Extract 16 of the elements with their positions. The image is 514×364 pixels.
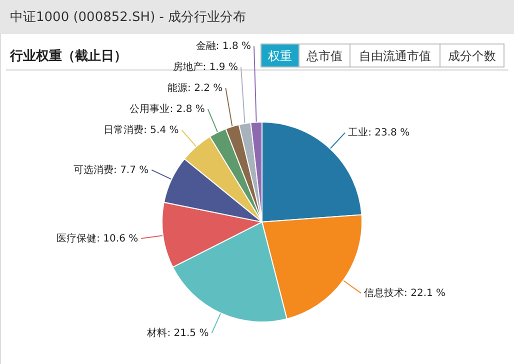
slice-label: 工业: 23.8 %: [348, 126, 410, 139]
slice-label: 金融: 1.8 %: [196, 40, 251, 52]
slice-label: 公用事业: 2.8 %: [130, 103, 205, 116]
text: 行业权重（截止日）: [9, 48, 127, 64]
text: 自由流通市值: [359, 49, 431, 63]
text: 成分个数: [448, 49, 496, 63]
slice-label: 日常消费: 5.4 %: [104, 124, 179, 136]
slice-label: 材料: 21.5 %: [146, 327, 209, 340]
chart-title: 中证1000 (000852.SH) - 成分行业分布: [10, 10, 246, 25]
slice-label: 信息技术: 22.1 %: [364, 287, 446, 300]
slice-label: 房地产: 1.9 %: [172, 61, 238, 74]
text: 权重: [267, 49, 292, 63]
text: 总市值: [306, 49, 342, 63]
slice-label: 可选消费: 7.7 %: [74, 164, 149, 176]
slice-label: 能源: 2.2 %: [168, 82, 223, 94]
slice-label: 医疗保健: 10.6 %: [56, 232, 138, 244]
